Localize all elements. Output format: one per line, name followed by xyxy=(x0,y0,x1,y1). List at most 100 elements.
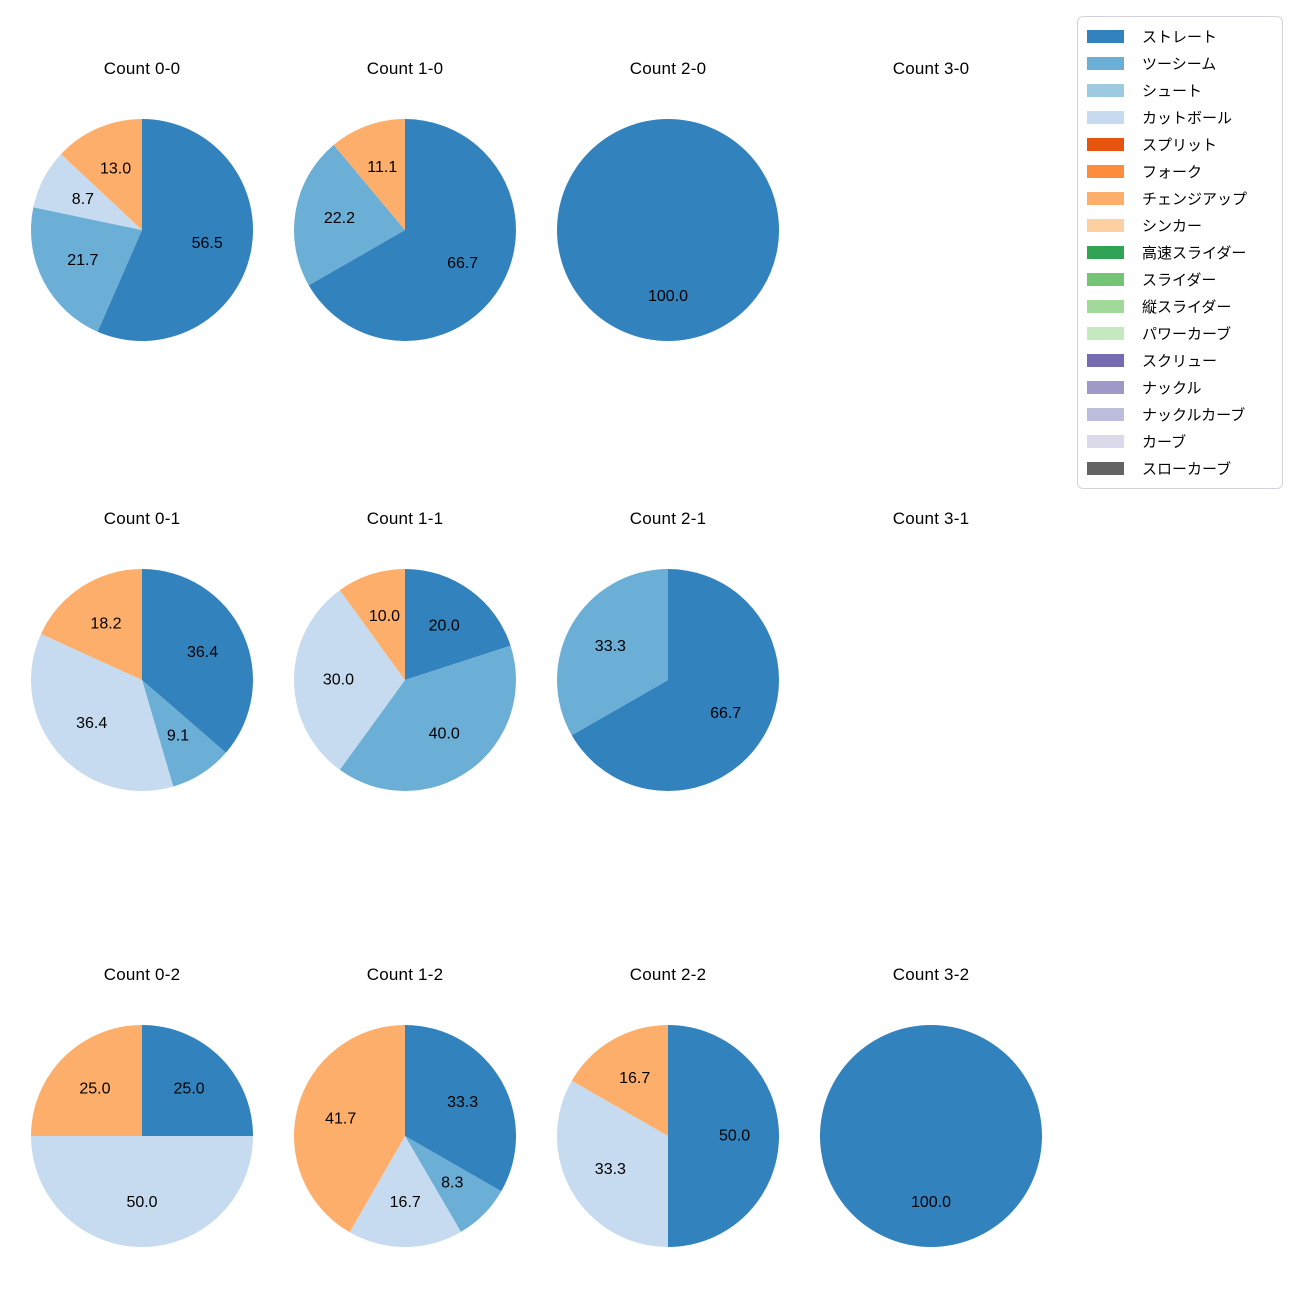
legend-swatch xyxy=(1087,408,1124,421)
legend-swatch xyxy=(1087,246,1124,259)
pie-slice xyxy=(61,119,142,230)
pie-count-3-2: 100.0 xyxy=(820,1025,1042,1247)
subplot-count-2-1: Count 2-1 66.7 33.3 xyxy=(537,508,799,792)
subplot-title: Count 2-1 xyxy=(629,509,707,528)
subplot-count-1-2: Count 1-2 33.3 8.3 16.7 41.7 xyxy=(274,964,536,1248)
subplot-count-0-2: Count 0-2 25.0 50.0 25.0 xyxy=(11,964,273,1248)
legend-label: シンカー xyxy=(1142,218,1203,235)
subplot-title: Count 3-1 xyxy=(892,509,970,528)
pie-slice xyxy=(293,144,405,286)
subplot-count-1-0: Count 1-0 66.7 22.2 11.1 xyxy=(274,58,536,342)
pie-slice-label: 66.7 xyxy=(447,255,478,272)
pie-slice xyxy=(556,569,668,736)
legend-label: スローカーブ xyxy=(1142,461,1232,478)
pie-slice-label: 50.0 xyxy=(126,1194,157,1211)
legend-label: チェンジアップ xyxy=(1142,191,1248,208)
pie-slice xyxy=(339,569,405,680)
pie-slice xyxy=(33,154,142,230)
subplot-title: Count 1-2 xyxy=(366,965,444,984)
legend-item: ストレート xyxy=(1086,23,1274,50)
pie-slice xyxy=(668,1025,779,1247)
pie-slice-label: 33.3 xyxy=(447,1094,478,1111)
legend-item: ナックル xyxy=(1086,374,1274,401)
legend-swatch xyxy=(1087,111,1124,124)
pie-count-0-0: 56.5 21.7 8.7 13.0 xyxy=(30,119,254,341)
pie-slice-label: 11.1 xyxy=(367,159,397,176)
pie-count-3-1 xyxy=(819,568,1043,792)
pie-slice-label: 36.4 xyxy=(76,715,107,732)
subplot-count-3-0: Count 3-0 xyxy=(800,58,1062,342)
pie-slice xyxy=(31,1136,253,1247)
pie-slice xyxy=(571,1025,668,1136)
pie-slice-label: 9.1 xyxy=(167,728,189,745)
pie-slice-label: 100.0 xyxy=(911,1194,951,1211)
legend-label: スプリット xyxy=(1142,137,1218,154)
legend-label: カットボール xyxy=(1142,110,1233,127)
pie-slice-label: 13.0 xyxy=(100,160,131,177)
legend-label: スライダー xyxy=(1142,272,1217,289)
pie-slice-label: 40.0 xyxy=(429,725,460,742)
legend-item: シンカー xyxy=(1086,212,1274,239)
pie-slice-label: 8.3 xyxy=(441,1174,463,1191)
pie-slice-label: 16.7 xyxy=(390,1194,421,1211)
pie-slice-label: 21.7 xyxy=(67,252,98,269)
subplot-count-0-1: Count 0-1 36.4 9.1 36.4 18.2 xyxy=(11,508,273,792)
legend-item: スローカーブ xyxy=(1086,455,1274,482)
legend-label: 高速スライダー xyxy=(1142,245,1247,262)
pie-slice xyxy=(142,569,254,753)
pie-slice-label: 56.5 xyxy=(192,235,223,252)
pie-slice xyxy=(31,633,174,792)
legend-swatch xyxy=(1087,300,1124,313)
subplot-title: Count 0-0 xyxy=(103,59,181,78)
pie-slice-label: 50.0 xyxy=(719,1128,750,1145)
legend-item: スプリット xyxy=(1086,131,1274,158)
legend-item: パワーカーブ xyxy=(1086,320,1274,347)
subplot-count-1-1: Count 1-1 20.0 40.0 30.0 10.0 xyxy=(274,508,536,792)
pie-slice xyxy=(31,1025,142,1136)
legend-swatch xyxy=(1087,165,1124,178)
pie-slice xyxy=(294,590,405,770)
subplot-count-2-2: Count 2-2 50.0 33.3 16.7 xyxy=(537,964,799,1248)
legend-label: ナックル xyxy=(1142,380,1202,397)
pie-slice xyxy=(97,119,254,341)
pie-count-0-1: 36.4 9.1 36.4 18.2 xyxy=(31,569,254,792)
pie-slice xyxy=(405,1025,517,1192)
pie-count-1-2: 33.3 8.3 16.7 41.7 xyxy=(293,1025,517,1247)
subplot-title: Count 0-2 xyxy=(103,965,181,984)
pie-slice xyxy=(308,119,516,341)
legend-label: フォーク xyxy=(1142,164,1203,181)
legend-label: 縦スライダー xyxy=(1142,299,1232,316)
pie-slice xyxy=(405,569,511,680)
legend-swatch xyxy=(1087,138,1124,151)
legend-swatch xyxy=(1087,219,1124,232)
pie-slice xyxy=(142,1025,253,1136)
pie-slice xyxy=(339,645,516,791)
subplot-count-3-2: Count 3-2 100.0 xyxy=(800,964,1062,1248)
legend-label: ツーシーム xyxy=(1142,56,1217,73)
legend-item: チェンジアップ xyxy=(1086,185,1274,212)
pie-slice xyxy=(333,119,405,230)
pie-slice xyxy=(41,569,142,680)
pie-slice xyxy=(820,1025,1042,1247)
subplot-count-0-0: Count 0-0 56.5 21.7 8.7 13.0 xyxy=(11,58,273,342)
legend-swatch xyxy=(1087,57,1124,70)
pie-slice xyxy=(349,1136,461,1247)
subplot-title: Count 3-2 xyxy=(892,965,970,984)
pie-slice xyxy=(405,1136,502,1232)
pie-slice-label: 41.7 xyxy=(325,1110,356,1127)
pie-count-0-2: 25.0 50.0 25.0 xyxy=(31,1025,253,1247)
pie-count-2-0: 100.0 xyxy=(557,119,779,341)
subplot-title: Count 2-0 xyxy=(629,59,707,78)
pie-slice-label: 16.7 xyxy=(619,1070,650,1087)
pie-slice-label: 10.0 xyxy=(369,608,400,625)
pie-slice-label: 33.3 xyxy=(595,1161,626,1178)
pie-slice xyxy=(142,680,226,787)
pie-slice-label: 18.2 xyxy=(90,615,121,632)
subplot-count-2-0: Count 2-0 100.0 xyxy=(537,58,799,342)
legend-label: カーブ xyxy=(1142,434,1187,451)
pie-count-1-1: 20.0 40.0 30.0 10.0 xyxy=(294,569,516,791)
pie-slice xyxy=(556,1080,668,1247)
pie-slice-label: 20.0 xyxy=(429,618,460,635)
legend-item: ツーシーム xyxy=(1086,50,1274,77)
pie-slice xyxy=(293,1025,405,1233)
